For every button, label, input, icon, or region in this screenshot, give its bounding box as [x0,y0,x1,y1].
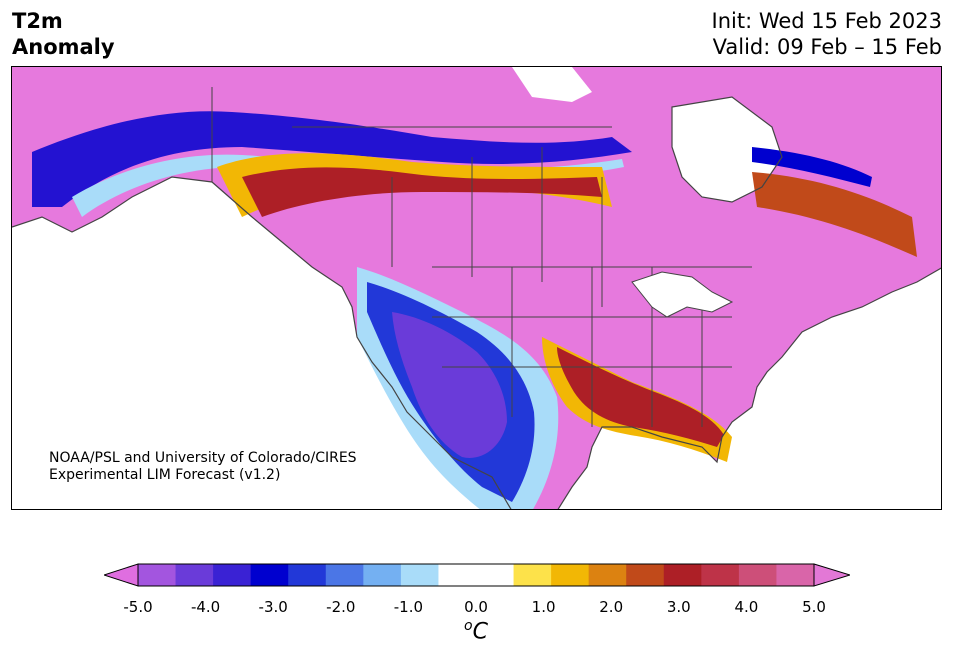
colorbar-segment [438,564,477,586]
colorbar-unit: oC [464,618,488,644]
colorbar-segment [626,564,665,586]
colorbar-segment [476,564,515,586]
colorbar-segment [138,564,177,586]
colorbar-segment [513,564,552,586]
atlantic-ocean [717,268,941,509]
colorbar-extend-max [813,563,850,587]
unit-superscript: o [464,618,473,634]
title-line-1: T2m [12,9,63,33]
unit-letter: C [472,619,488,645]
colorbar-segment [400,564,439,586]
coastlines [12,96,941,509]
credit-line-1: NOAA/PSL and University of Colorado/CIRE… [49,450,357,466]
colorbar-segment [363,564,402,586]
colorbar-tick-label: -1.0 [393,598,424,616]
colorbar-segment [325,564,364,586]
colorbar-tick-label: 0.0 [464,598,488,616]
colorbar-segment [588,564,627,586]
southwest-cold-core [392,312,507,458]
colorbar-segment [551,564,590,586]
valid-range: Valid: 09 Feb – 15 Feb [712,35,942,59]
forecast-dates: Init: Wed 15 Feb 2023 Valid: 09 Feb – 15… [712,8,942,60]
colorbar-tick-label: 5.0 [802,598,826,616]
colorbar-tick-label: -5.0 [123,598,153,616]
colorbar-tick-label: 4.0 [734,598,759,616]
anomaly-map [11,66,942,510]
east-warm-band [752,172,917,257]
great-lakes [631,271,734,318]
colorbar-segment [213,564,252,586]
credit-line-2: Experimental LIM Forecast (v1.2) [49,467,281,483]
colorbar-segment [250,564,289,586]
colorbar-tick-label: 1.0 [531,598,556,616]
credit-text: NOAA/PSL and University of Colorado/CIRE… [49,450,357,484]
northern-cold-band [32,111,632,207]
colorbar-segment [663,564,702,586]
warm-band-red [242,167,602,217]
arctic-water [512,67,592,102]
southeast-warm-core [557,347,724,447]
map-title: T2m Anomaly [12,8,115,60]
colorbar-segment [288,564,327,586]
colorbar-extend-min [104,563,139,587]
colorbar-segments [104,563,850,587]
colorbar-segment [738,564,777,586]
colorbar-frame [137,563,815,587]
colorbar-segment [175,564,214,586]
colorbar-tick-label: -4.0 [190,598,221,616]
map-graphic [12,67,941,509]
colorbar-tick-label: -3.0 [258,598,288,616]
colorbar-tick-label: -2.0 [326,598,356,616]
colorbar [104,563,850,587]
colorbar-tick-label: 3.0 [666,598,691,616]
political-boundaries [211,87,752,427]
title-line-2: Anomaly [12,35,115,59]
init-date: Init: Wed 15 Feb 2023 [711,9,942,33]
colorbar-segment [701,564,740,586]
colorbar-segment [776,564,815,586]
west-ocean [12,177,511,509]
colorbar-tick-label: 2.0 [599,598,624,616]
